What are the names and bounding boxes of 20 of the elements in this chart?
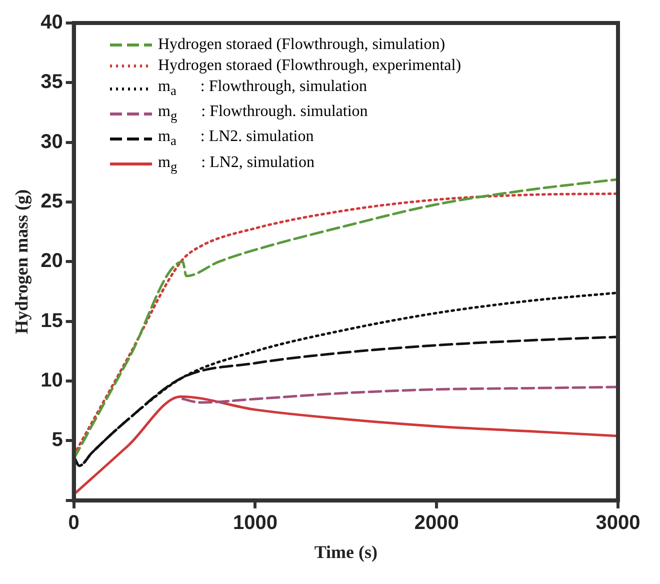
y-tick-label: 15 [40,310,63,332]
text: m$_{a}$ : Flowthrough, simulation [158,78,368,98]
x-axis-title: Time (s) [314,542,378,562]
y-tick-label: 40 [40,12,63,34]
y-tick-label: 30 [40,130,63,153]
x-tick-label: 2000 [414,512,459,534]
x-tick-label: 3000 [596,512,640,534]
y-tick-label: 20 [40,250,63,272]
x-tick-label: 0 [68,512,80,534]
y-tick-label: 25 [40,190,63,213]
y-tick-label: 5 [52,429,63,452]
y-tick-label: 35 [40,71,63,94]
y-tick-label: 10 [40,370,63,392]
legend-label: Hydrogen storaed (Flowthrough, experimental) [158,56,462,76]
y-axis-title: Hydrogen mass (g) [11,189,32,334]
x-tick-label: 1000 [232,512,278,534]
text: m$_{g}$ : LN2, simulation [158,154,314,174]
text: m$_{g}$ : Flowthrough. simulation [158,103,368,124]
legend-label: Hydrogen storaed (Flowthrough, simulation) [158,35,446,55]
text: m$_{a}$ : LN2. simulation [158,128,314,149]
